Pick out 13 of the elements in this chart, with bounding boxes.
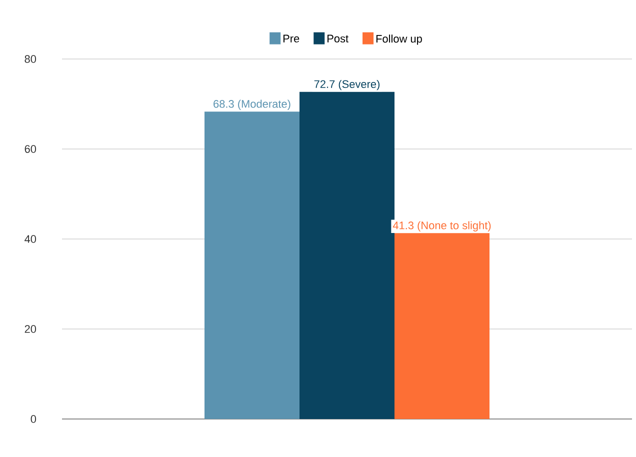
y-tick-label: 20: [24, 325, 36, 333]
bar: [394, 233, 490, 419]
y-tick-label: 0: [30, 415, 36, 423]
legend-label: Pre: [283, 34, 300, 42]
data-label: 68.3 (Moderate): [214, 100, 290, 110]
legend-label: Follow up: [376, 34, 422, 45]
data-label: 41.3 (None to slight): [392, 221, 491, 232]
y-tick-label: 40: [24, 235, 36, 243]
bar: [204, 112, 300, 419]
data-label: 72.7 (Severe): [314, 80, 380, 90]
y-tick-label: 60: [24, 145, 36, 153]
legend-label: Post: [328, 34, 348, 42]
y-tick-label: 80: [24, 55, 36, 63]
